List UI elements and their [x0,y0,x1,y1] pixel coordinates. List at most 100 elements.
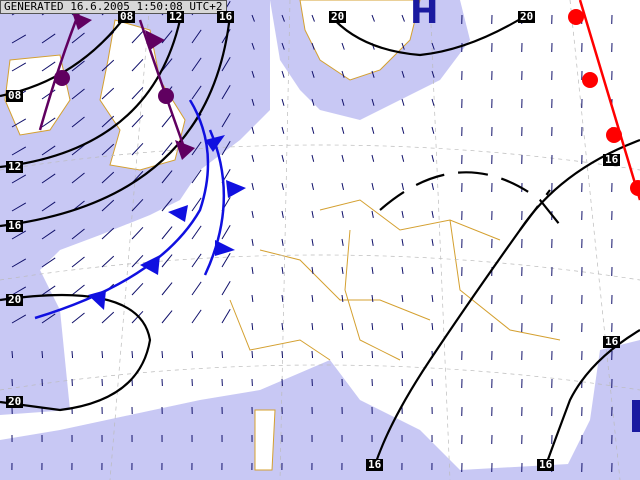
wind-arrow-icon [131,142,144,156]
wind-arrow-icon [251,322,254,331]
wind-arrow-icon [431,14,435,22]
wind-arrow-icon [221,281,231,296]
wind-arrow-icon [11,146,27,156]
great-britain [99,19,186,171]
wind-arrow-icon [401,126,405,134]
wind-arrow-icon [371,210,374,218]
wind-arrow-icon [41,285,56,296]
wind-arrow-icon [221,225,231,240]
mediterranean-sea [0,360,640,480]
low-center-marker [632,400,640,432]
wind-arrow-icon [71,88,85,100]
wind-arrow-icon [161,226,173,240]
wind-arrow-icon [11,118,27,128]
wind-arrow-icon [311,266,314,274]
wind-arrow-icon [41,313,56,324]
wind-arrow-icon [341,294,344,303]
wind-arrow-icon [341,98,345,106]
isobar-label: 16 [537,458,555,471]
generated-timestamp: GENERATED 16.6.2005 1:50:08 UTC+2 [0,0,227,14]
wind-arrow-icon [161,282,173,296]
wind-arrow-icon [41,350,44,359]
wind-arrow-icon [281,98,285,106]
wind-arrow-icon [161,310,173,324]
isobar-20-west [0,294,152,412]
wind-arrow-icon [191,350,194,359]
borders [229,199,561,361]
wind-arrow-icon [371,154,375,162]
wind-arrow-icon [161,30,173,44]
isobar-label: 20 [6,293,24,306]
warm-front-semicircle-icon [630,180,640,196]
wind-arrow-icon [281,294,284,303]
wind-arrow-icon [311,350,314,359]
wind-arrow-icon [431,126,435,134]
wind-arrow-icon [251,154,255,162]
cold-front-triangle-icon [215,240,235,256]
wind-arrow-icon [311,322,314,331]
wind-arrow-icon [221,85,231,100]
isobar-label: 16 [366,458,384,471]
wind-arrow-icon [281,14,285,22]
black-sea-east [560,340,640,480]
wind-arrow-icon [311,294,314,303]
wind-arrow-icon [431,70,435,78]
wind-arrow-icon [131,310,144,324]
ireland [4,54,71,136]
wind-arrow-icon [71,144,85,156]
isobars [0,9,640,466]
wind-arrow-icon [251,210,254,218]
wind-arrow-icon [191,309,202,324]
wind-arrow-icon [251,350,254,359]
wind-arrow-icon [431,266,434,274]
wind-arrow-icon [221,309,231,324]
wind-arrow-icon [251,238,254,246]
wind-arrow-icon [101,171,115,184]
wind-arrow-icon [191,197,202,212]
isobar-label: 20 [6,395,24,408]
wind-arrow-icon [161,170,173,184]
wind-arrow-icon [161,198,173,212]
wind-arrow-icon [401,350,404,359]
wind-arrow-icon [311,210,314,218]
isobar-16 [0,14,232,228]
wind-arrow-icon [401,70,405,78]
wind-arrow-icon [71,312,85,324]
wind-arrow-icon [11,34,27,44]
wind-arrow-icon [71,32,85,44]
wind-arrow-icon [341,238,344,246]
wind-arrow-icon [191,225,202,240]
wind-arrow-icon [341,210,344,218]
wind-arrow-icon [281,350,284,359]
wind-arrow-icon [131,350,134,359]
wind-arrow-icon [131,198,144,212]
wind-arrow-icon [281,322,284,331]
wind-arrow-icon [281,210,284,218]
occluded-front-icon [54,70,70,86]
wind-arrow-icon [41,33,56,44]
wind-arrow-icon [341,266,344,274]
wind-arrow-icon [11,286,27,296]
wind-arrow-icon [71,60,85,72]
wind-arrow-icon [311,154,315,162]
wind-arrow-icon [131,114,144,128]
wind-arrow-icon [11,230,27,240]
corsica-sardinia [254,409,276,471]
wind-arrow-icon [131,30,144,44]
wind-arrow-icon [251,266,254,274]
wind-arrow-icon [341,154,345,162]
wind-arrow-icon [101,143,115,156]
wind-arrow-icon [401,210,404,218]
wind-arrow-icon [281,126,285,134]
wind-arrow-icon [161,254,173,268]
wind-arrow-icon [41,145,56,156]
warm-front-semicircle-icon [568,9,584,25]
wind-arrow-icon [341,182,345,190]
wind-arrow-icon [401,14,405,22]
wind-arrow-icon [11,174,27,184]
wind-arrow-icon [311,98,315,106]
wind-arrow-icon [371,350,374,359]
wind-arrow-icon [191,85,202,100]
